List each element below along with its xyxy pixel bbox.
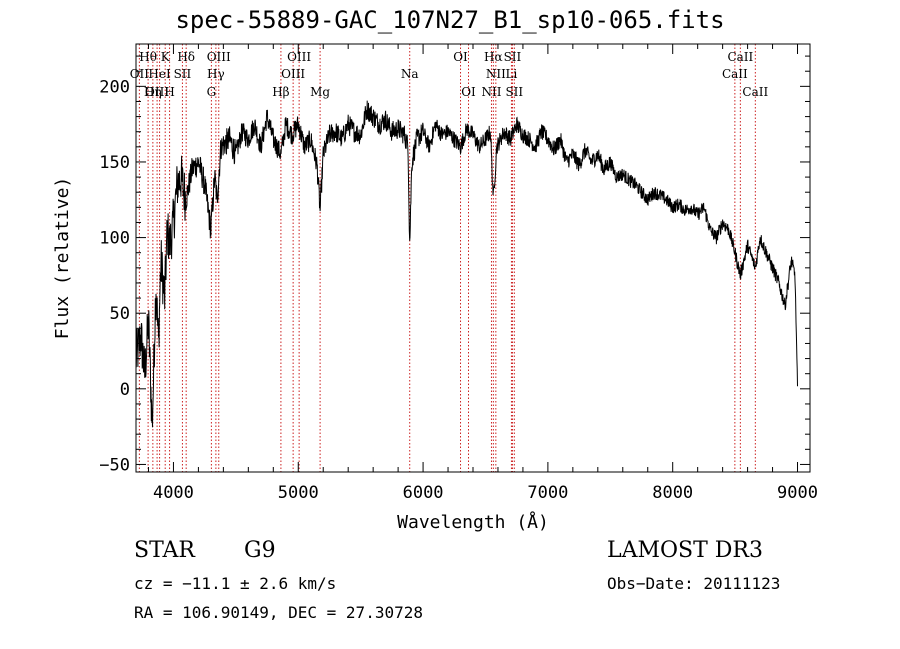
line-label-group: Hθ OII OIII K HeI Hη H Hδ SII OIII Hγ G OIII OIII Hβ Mg… <box>130 50 769 99</box>
line-label: K <box>161 50 171 64</box>
line-label: Hα <box>484 50 503 64</box>
object-subclass: G9 <box>244 538 276 563</box>
survey-name: LAMOST DR3 <box>607 538 763 563</box>
y-tick-label: 200 <box>99 77 130 97</box>
redshift-readout: cz = −11.1 ± 2.6 km/s <box>134 574 337 593</box>
line-label: G <box>207 85 217 99</box>
line-label: Hδ <box>177 50 195 64</box>
x-tick-label: 7000 <box>527 483 568 503</box>
line-label: CaII <box>742 85 768 99</box>
line-label: OIII <box>281 67 305 81</box>
x-tick-label: 5000 <box>278 483 319 503</box>
line-label: OI <box>453 50 468 64</box>
axis-ticks: 4000 5000 6000 7000 8000 9000 −50 0 50 100 150 200 <box>99 44 818 503</box>
line-label: NII <box>481 85 501 99</box>
line-label: Na <box>401 67 419 81</box>
x-axis-label: Wavelength (Å) <box>397 511 549 533</box>
y-tick-label: −50 <box>99 455 130 475</box>
x-tick-label: 6000 <box>403 483 444 503</box>
line-label: HeI <box>148 67 171 81</box>
line-label: OII <box>130 67 150 81</box>
chart-title: spec-55889-GAC_107N27_B1_sp10-065.fits <box>175 6 725 34</box>
line-label: OI <box>461 85 476 99</box>
flux-trace <box>135 100 798 428</box>
line-label: SII <box>505 85 523 99</box>
line-label: SII <box>174 67 192 81</box>
line-label: NII <box>486 67 506 81</box>
line-label: OIII <box>287 50 311 64</box>
line-label: Hβ <box>272 85 289 99</box>
x-tick-label: 4000 <box>153 483 194 503</box>
y-tick-label: 150 <box>99 153 130 173</box>
coordinates-readout: RA = 106.90149, DEC = 27.30728 <box>134 603 423 622</box>
x-tick-label: 8000 <box>652 483 693 503</box>
obs-date: Obs−Date: 20111123 <box>607 574 781 593</box>
line-label: Hθ <box>139 50 157 64</box>
line-label: SII <box>504 50 522 64</box>
line-label: OIII <box>207 50 231 64</box>
flux-trace-group <box>135 100 798 428</box>
line-label: Mg <box>310 85 330 99</box>
y-tick-label: 50 <box>110 304 130 324</box>
line-label: CaII <box>727 50 753 64</box>
x-tick-label: 9000 <box>777 483 818 503</box>
y-tick-label: 100 <box>99 229 130 249</box>
line-label: Hη <box>144 85 162 99</box>
plot-frame <box>135 43 811 473</box>
y-axis-label: Flux (relative) <box>52 177 73 340</box>
line-label: H <box>164 85 174 99</box>
line-label: OIII <box>145 85 169 99</box>
line-label: CaII <box>722 67 748 81</box>
line-label: Hγ <box>207 67 225 81</box>
object-class: STAR <box>134 538 195 563</box>
y-tick-label: 0 <box>120 380 130 400</box>
line-label: Li <box>506 67 518 81</box>
line-marker-group <box>138 44 756 472</box>
